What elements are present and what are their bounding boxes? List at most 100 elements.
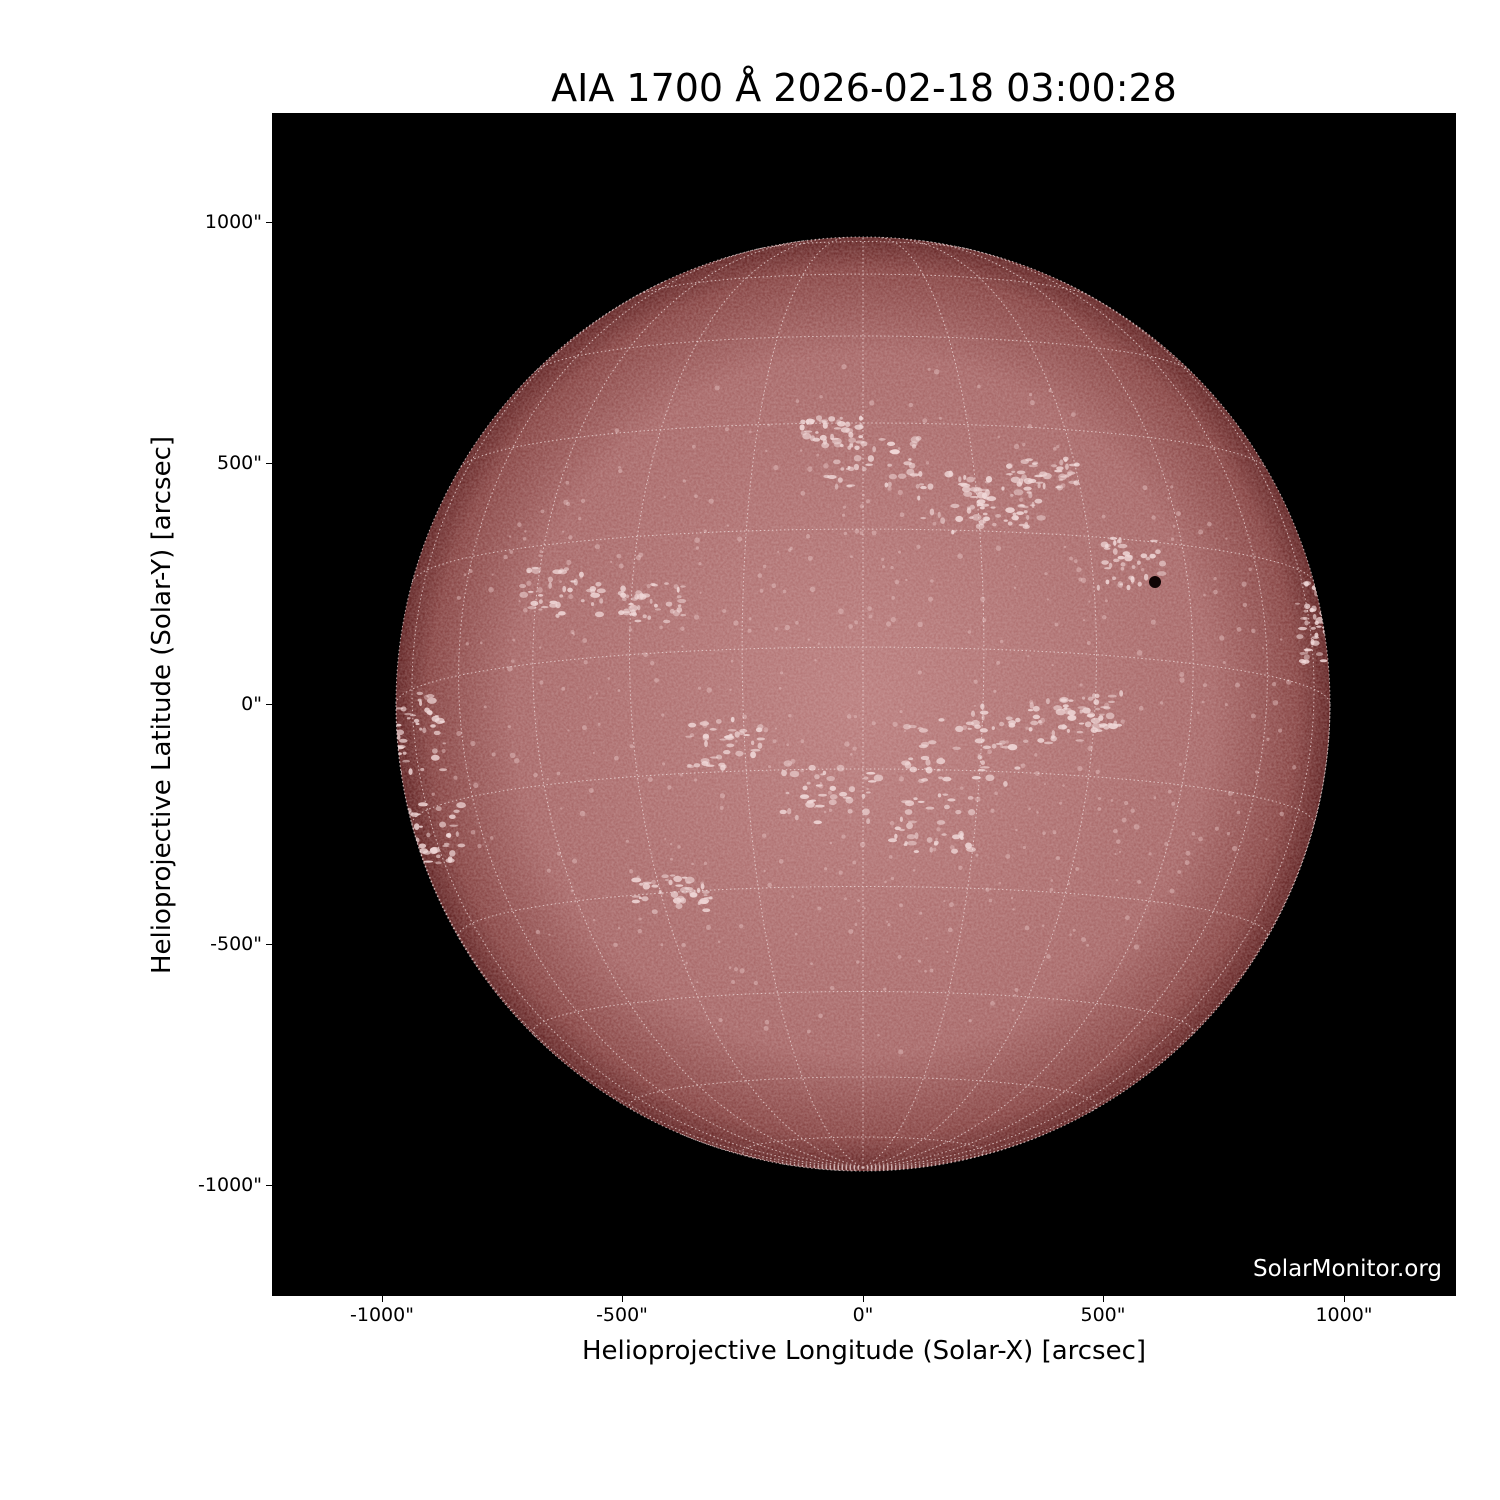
network-bright-point bbox=[522, 607, 528, 613]
plage-patch bbox=[426, 694, 435, 698]
network-bright-point bbox=[838, 870, 843, 875]
network-bright-point bbox=[922, 418, 928, 424]
plage-patch bbox=[675, 884, 684, 887]
network-bright-point bbox=[868, 614, 873, 619]
plage-patch bbox=[961, 486, 971, 493]
network-bright-point bbox=[638, 917, 642, 921]
network-bright-point bbox=[664, 837, 667, 840]
plage-patch bbox=[418, 843, 427, 849]
plage-patch bbox=[631, 877, 642, 883]
plage-patch bbox=[1082, 707, 1091, 714]
plage-patch bbox=[979, 728, 988, 733]
plage-patch bbox=[1101, 560, 1109, 565]
plage-patch bbox=[1054, 469, 1063, 473]
plage-patch bbox=[420, 767, 425, 772]
plage-patch bbox=[594, 611, 604, 618]
network-bright-point bbox=[1081, 937, 1087, 942]
x-axis-label: Helioprojective Longitude (Solar-X) [arc… bbox=[581, 1336, 1147, 1366]
plage-patch bbox=[1103, 706, 1111, 710]
network-bright-point bbox=[592, 918, 596, 922]
network-bright-point bbox=[885, 621, 892, 627]
plage-patch bbox=[727, 729, 737, 732]
network-bright-point bbox=[778, 859, 784, 864]
plage-patch bbox=[967, 795, 974, 800]
plage-patch bbox=[1304, 603, 1311, 610]
plage-patch bbox=[1310, 626, 1316, 630]
network-bright-point bbox=[1050, 879, 1054, 882]
network-bright-point bbox=[677, 845, 681, 849]
plage-patch bbox=[548, 582, 552, 589]
network-bright-point bbox=[1148, 852, 1152, 856]
network-bright-point bbox=[1051, 663, 1054, 667]
network-bright-point bbox=[772, 739, 777, 743]
plage-patch bbox=[894, 833, 898, 839]
plage-patch bbox=[537, 593, 544, 597]
plage-patch bbox=[431, 715, 440, 722]
plage-patch bbox=[636, 605, 641, 611]
network-bright-point bbox=[887, 486, 892, 491]
plage-patch bbox=[1098, 715, 1104, 721]
network-bright-point bbox=[810, 962, 813, 965]
network-bright-point bbox=[854, 528, 860, 534]
network-bright-point bbox=[1072, 928, 1076, 932]
network-bright-point bbox=[854, 923, 858, 926]
plage-patch bbox=[1032, 461, 1039, 465]
network-bright-point bbox=[703, 529, 707, 533]
network-bright-point bbox=[725, 427, 729, 432]
plage-patch bbox=[828, 799, 837, 806]
network-bright-point bbox=[894, 579, 900, 585]
network-bright-point bbox=[764, 1020, 770, 1025]
network-bright-point bbox=[890, 616, 896, 623]
plage-patch bbox=[908, 757, 914, 761]
network-bright-point bbox=[1272, 699, 1279, 706]
network-bright-point bbox=[748, 617, 752, 621]
network-bright-point bbox=[465, 642, 469, 646]
latitude-line bbox=[628, 1076, 1098, 1112]
plage-patch bbox=[918, 778, 925, 784]
plage-patch bbox=[1104, 567, 1112, 570]
network-bright-point bbox=[800, 739, 805, 744]
plage-patch bbox=[842, 796, 852, 799]
network-bright-point bbox=[1236, 627, 1242, 632]
network-bright-point bbox=[548, 933, 551, 936]
network-bright-point bbox=[817, 642, 821, 645]
network-bright-point bbox=[1014, 988, 1019, 992]
plage-patch bbox=[1028, 464, 1039, 468]
network-bright-point bbox=[784, 624, 791, 631]
network-bright-point bbox=[1248, 567, 1252, 571]
network-bright-point bbox=[583, 660, 588, 665]
network-bright-point bbox=[700, 881, 704, 886]
network-bright-point bbox=[1052, 446, 1057, 451]
plage-patch bbox=[435, 861, 442, 865]
network-bright-point bbox=[916, 544, 921, 549]
plage-patch bbox=[1090, 717, 1101, 724]
network-bright-point bbox=[1153, 796, 1157, 800]
plage-patch bbox=[966, 476, 975, 483]
network-bright-point bbox=[1261, 647, 1265, 650]
plage-patch bbox=[1005, 716, 1013, 721]
x-tick-label: -500" bbox=[596, 1304, 648, 1326]
plage-patch bbox=[599, 598, 604, 604]
network-bright-point bbox=[763, 869, 766, 873]
plage-patch bbox=[894, 826, 901, 831]
network-bright-point bbox=[1150, 619, 1156, 625]
network-bright-point bbox=[892, 721, 898, 727]
network-bright-point bbox=[998, 881, 1001, 885]
plage-patch bbox=[638, 896, 642, 900]
plage-patch bbox=[848, 786, 856, 793]
network-bright-point bbox=[927, 367, 931, 371]
network-bright-point bbox=[1023, 522, 1028, 527]
network-bright-point bbox=[572, 633, 576, 636]
network-bright-point bbox=[618, 468, 623, 474]
network-bright-point bbox=[733, 620, 739, 626]
plage-patch bbox=[933, 842, 938, 846]
network-bright-point bbox=[889, 821, 895, 826]
plage-patch bbox=[1011, 515, 1019, 521]
network-bright-point bbox=[517, 522, 522, 527]
network-bright-point bbox=[1137, 879, 1142, 884]
network-bright-point bbox=[581, 725, 587, 731]
network-bright-point bbox=[871, 530, 877, 536]
network-bright-point bbox=[1184, 860, 1190, 866]
plage-patch bbox=[848, 431, 854, 438]
network-bright-point bbox=[938, 757, 944, 762]
